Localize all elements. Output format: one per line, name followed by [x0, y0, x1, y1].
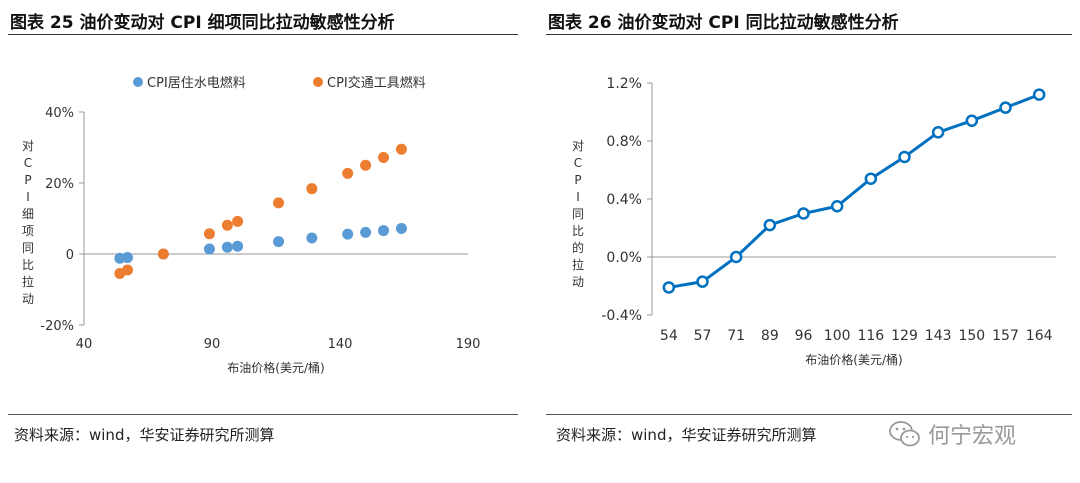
x-tick-label: 57	[694, 328, 712, 344]
scatter-point	[360, 226, 372, 238]
scatter-point	[360, 159, 372, 171]
right-source-note: 资料来源：wind，华安证券研究所测算	[556, 426, 817, 444]
scatter-point	[157, 248, 169, 260]
x-tick-label: 129	[891, 328, 918, 344]
line-point	[1032, 88, 1046, 101]
y-tick-label: 0.4%	[606, 192, 642, 208]
wechat-icon	[889, 421, 920, 447]
y-tick-label: 20%	[45, 177, 74, 192]
scatter-point	[273, 236, 285, 248]
x-tick-label: 40	[76, 337, 93, 352]
line-point	[662, 281, 676, 294]
line-point	[898, 150, 911, 164]
legend-marker	[313, 77, 323, 87]
y-tick-label: 0.0%	[606, 250, 642, 266]
scatter-point	[342, 167, 354, 179]
x-tick-label: 116	[857, 328, 884, 344]
scatter-chart: -20% 0 20% 40% 40 90 140 190 布油价格(美元/桶) 对 C P I 细项同比拉…	[22, 75, 480, 375]
legend-label: CPI居住水电燃料	[147, 75, 246, 91]
line-chart: -0.4% 0.0% 0.4% 0.8% 1.2% 54 57 71 89 96 100 116 129…	[572, 76, 1056, 367]
x-tick-label: 143	[925, 328, 952, 344]
y-tick-label: -20%	[40, 319, 74, 334]
line-point	[763, 218, 777, 232]
scatter-point	[221, 219, 233, 231]
left-title-rule	[8, 34, 518, 35]
series-line	[668, 93, 1040, 289]
y-tick-label: -0.4%	[601, 308, 642, 324]
charts-canvas: -20% 0 20% 40% 40 90 140 190 布油价格(美元/桶) 对 C P I 细项同比拉…	[22, 75, 1056, 375]
line-point	[797, 207, 810, 220]
scatter-point	[273, 197, 285, 209]
scatter-point	[122, 264, 134, 276]
scatter-point	[203, 228, 215, 240]
line-point	[931, 126, 945, 139]
left-source-rule	[8, 414, 518, 415]
scatter-point	[395, 222, 407, 234]
line-point	[864, 172, 878, 185]
x-tick-label: 140	[328, 337, 353, 352]
scatter-point	[221, 241, 233, 253]
scatter-point	[203, 243, 215, 255]
x-tick-label: 54	[660, 328, 678, 344]
scatter-point	[306, 232, 318, 244]
legend-label: CPI交通工具燃料	[327, 75, 426, 91]
scatter-point	[378, 151, 390, 163]
line-point	[696, 275, 709, 288]
left-chart-title: 图表 25 油价变动对 CPI 细项同比拉动敏感性分析	[10, 13, 395, 33]
x-tick-label: 164	[1026, 328, 1053, 344]
x-tick-label: 90	[204, 337, 221, 352]
line-point	[999, 101, 1012, 114]
y-tick-label: 40%	[45, 106, 74, 121]
x-tick-label: 96	[795, 328, 813, 344]
scatter-point	[342, 228, 354, 240]
watermark-text: 何宁宏观	[928, 424, 1017, 449]
right-title-rule	[546, 34, 1072, 35]
scatter-point	[395, 143, 407, 155]
line-point	[830, 200, 844, 213]
x-tick-label: 100	[824, 328, 851, 344]
left-source-note: 资料来源：wind，华安证券研究所测算	[14, 426, 275, 444]
scatter-point	[378, 225, 390, 237]
x-tick-label: 71	[727, 328, 745, 344]
x-axis-title: 布油价格(美元/桶)	[805, 352, 902, 367]
x-tick-label: 150	[958, 328, 985, 344]
x-tick-label: 89	[761, 328, 779, 344]
right-source-rule	[546, 414, 1072, 415]
scatter-point	[232, 215, 244, 227]
scatter-point	[122, 252, 134, 264]
y-tick-label: 0.8%	[606, 134, 642, 150]
y-tick-label: 1.2%	[606, 76, 642, 92]
y-axis-title: 对 C P I 细项同比拉动	[22, 139, 34, 306]
x-axis-title: 布油价格(美元/桶)	[227, 360, 324, 375]
line-point	[729, 250, 743, 264]
y-tick-label: 0	[66, 248, 74, 263]
legend-marker	[133, 77, 143, 87]
right-chart-title: 图表 26 油价变动对 CPI 同比拉动敏感性分析	[548, 13, 899, 33]
watermark: 何宁宏观	[888, 418, 1016, 450]
x-tick-label: 157	[992, 328, 1019, 344]
y-axis-title: 对 C P I 同比的拉动	[572, 139, 584, 289]
scatter-point	[232, 240, 244, 252]
scatter-point	[306, 183, 318, 195]
x-tick-label: 190	[456, 337, 481, 352]
line-point	[965, 114, 979, 127]
